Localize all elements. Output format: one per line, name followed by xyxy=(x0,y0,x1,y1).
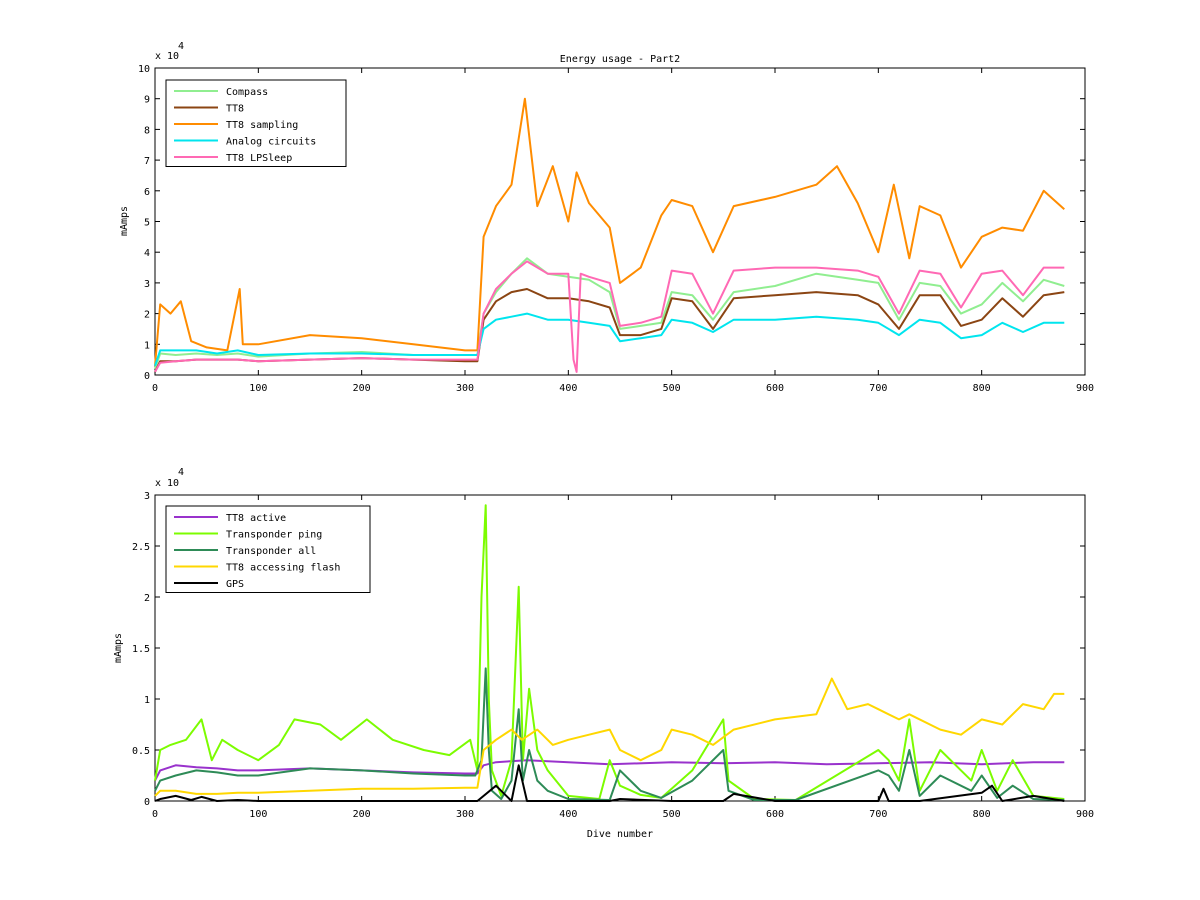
legend-label: TT8 accessing flash xyxy=(226,563,340,574)
bottom-plot-exponent-base: x 10 xyxy=(155,478,179,489)
top-plot-ytick-label: 6 xyxy=(144,187,150,198)
bottom-plot-xtick-label: 500 xyxy=(663,809,681,820)
bottom-plot-exponent-power: 4 xyxy=(178,467,184,478)
series-line-analog-circuits xyxy=(154,312,1065,367)
top-plot-legend: Compass TT8 TT8 sampling Analog circuits TT8… xyxy=(165,79,347,167)
bottom-plot-ytick-label: 0.5 xyxy=(132,746,150,757)
bottom-plot-legend: TT8 active Transponder ping Transponder al… xyxy=(165,505,371,593)
series-line-tt8-sampling xyxy=(154,97,1065,366)
bottom-plot-ytick-label: 2.5 xyxy=(132,542,150,553)
legend-label: GPS xyxy=(226,579,244,590)
top-plot-xtick-label: 300 xyxy=(456,383,474,394)
bottom-plot-ytick-label: 1 xyxy=(144,695,150,706)
legend-label: TT8 LPSleep xyxy=(226,153,292,164)
bottom-plot-xtick-label: 0 xyxy=(152,809,158,820)
bottom-plot-xtick-label: 600 xyxy=(766,809,784,820)
top-plot-xtick-label: 800 xyxy=(973,383,991,394)
bottom-plot-ytick-label: 1.5 xyxy=(132,644,150,655)
series-line-gps xyxy=(154,764,1065,802)
legend-label: TT8 xyxy=(226,104,244,115)
top-plot-xtick-label: 400 xyxy=(559,383,577,394)
legend-label: Transponder all xyxy=(226,546,316,557)
top-plot-ytick-label: 3 xyxy=(144,279,150,290)
top-plot-xtick-label: 700 xyxy=(869,383,887,394)
bottom-plot-ytick-label: 0 xyxy=(144,797,150,808)
top-plot-ytick-label: 2 xyxy=(144,310,150,321)
top-plot-title: Energy usage - Part2 xyxy=(560,54,680,65)
top-plot-ytick-label: 4 xyxy=(144,248,150,259)
top-plot-exponent-power: 4 xyxy=(178,41,184,52)
top-plot-xtick-label: 600 xyxy=(766,383,784,394)
top-plot-ylabel: mAmps xyxy=(119,206,130,236)
bottom-plot-xtick-label: 700 xyxy=(869,809,887,820)
top-plot-ytick-label: 0 xyxy=(144,371,150,382)
bottom-plot-xtick-label: 900 xyxy=(1076,809,1094,820)
bottom-plot-xtick-label: 200 xyxy=(353,809,371,820)
bottom-plot-xtick-label: 800 xyxy=(973,809,991,820)
legend-label: TT8 sampling xyxy=(226,120,298,131)
top-plot-ytick-label: 5 xyxy=(144,218,150,229)
bottom-plot-xlabel: Dive number xyxy=(587,829,653,840)
top-plot-series xyxy=(154,97,1065,373)
bottom-plot-series xyxy=(154,504,1065,802)
series-line-tt8-lpsleep xyxy=(154,260,1065,373)
bottom-plot-ylabel: mAmps xyxy=(113,633,124,663)
top-plot-xtick-label: 500 xyxy=(663,383,681,394)
bottom-plot: Dive number mAmps x 10 4 0 100 200 300 400 50… xyxy=(113,467,1094,840)
legend-label: TT8 active xyxy=(226,513,286,524)
top-plot-xtick-label: 100 xyxy=(249,383,267,394)
series-line-tt8-accessing-flash xyxy=(154,677,1065,797)
top-plot-ytick-label: 1 xyxy=(144,340,150,351)
series-line-transponder-all xyxy=(154,667,1065,801)
legend-label: Transponder ping xyxy=(226,530,322,541)
bottom-plot-ytick-label: 3 xyxy=(144,491,150,502)
legend-label: Analog circuits xyxy=(226,137,316,148)
bottom-plot-xtick-label: 100 xyxy=(249,809,267,820)
top-plot: Energy usage - Part2 mAmps x 10 4 0 100 20… xyxy=(119,41,1094,394)
bottom-plot-ytick-label: 2 xyxy=(144,593,150,604)
bottom-plot-xtick-label: 400 xyxy=(559,809,577,820)
bottom-plot-xtick-label: 300 xyxy=(456,809,474,820)
top-plot-ytick-label: 7 xyxy=(144,156,150,167)
top-plot-xtick-label: 200 xyxy=(353,383,371,394)
top-plot-ytick-label: 9 xyxy=(144,95,150,106)
top-plot-ticks: 0 100 200 300 400 500 600 700 800 900 0 1 2 3 4 5 6 7 8 9 10 xyxy=(138,64,1094,394)
legend-label: Compass xyxy=(226,87,268,98)
series-line-transponder-ping xyxy=(154,504,1065,801)
top-plot-ytick-label: 10 xyxy=(138,64,150,75)
top-plot-ytick-label: 8 xyxy=(144,125,150,136)
top-plot-xtick-label: 900 xyxy=(1076,383,1094,394)
top-plot-exponent-base: x 10 xyxy=(155,51,179,62)
top-plot-xtick-label: 0 xyxy=(152,383,158,394)
